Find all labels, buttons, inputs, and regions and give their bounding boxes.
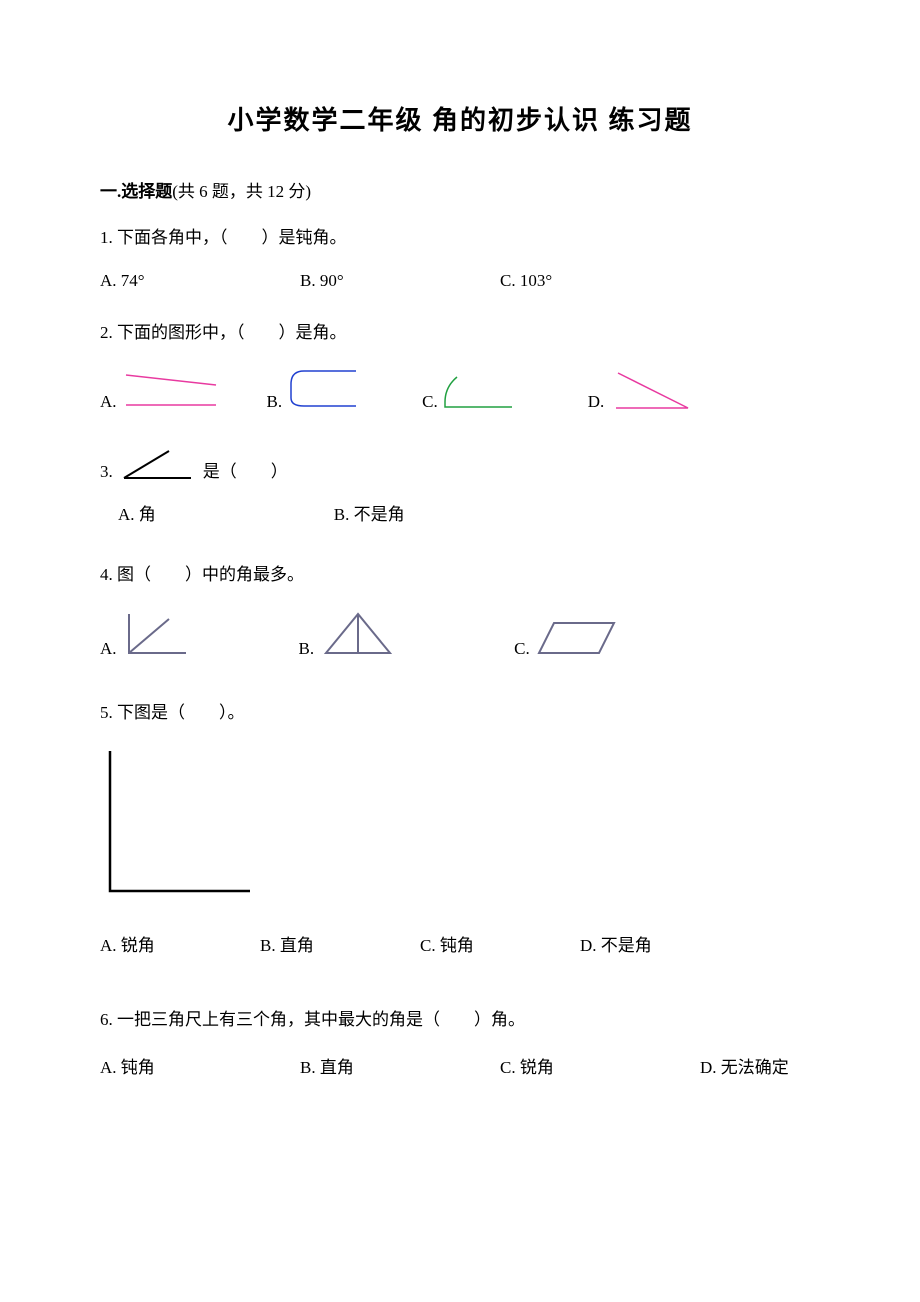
q5-option-a: A. 锐角 [100, 931, 250, 956]
q3-text-after: 是（ ） [203, 457, 288, 482]
q2-figure-c [442, 372, 520, 412]
q1-options: A. 74° B. 90° C. 103° [100, 271, 820, 291]
q2-figure-d [608, 368, 696, 412]
q4-option-c: C. [514, 613, 622, 659]
q4-figure-a [121, 609, 193, 659]
q2-option-a: A. [100, 370, 221, 412]
page-title: 小学数学二年级 角的初步认识 练习题 [100, 100, 820, 137]
q4-a-label: A. [100, 639, 117, 659]
q6-option-a: A. 钝角 [100, 1053, 290, 1078]
q6-options: A. 钝角 B. 直角 C. 锐角 D. 无法确定 [100, 1053, 820, 1078]
q3-figure [119, 446, 197, 482]
q4-c-label: C. [514, 639, 530, 659]
q6-option-d: D. 无法确定 [700, 1053, 789, 1078]
q2-c-label: C. [422, 392, 438, 412]
q5-option-b: B. 直角 [260, 931, 410, 956]
section-label: 一.选择题 [100, 182, 172, 201]
q4-b-label: B. [299, 639, 315, 659]
q6-option-c: C. 锐角 [500, 1053, 690, 1078]
q1-option-b: B. 90° [300, 271, 490, 291]
q5-text: 5. 下图是（ ）。 [100, 699, 820, 726]
q4-figure-c [534, 613, 622, 659]
q5-options: A. 锐角 B. 直角 C. 钝角 D. 不是角 [100, 931, 820, 956]
section-meta: (共 6 题，共 12 分) [172, 182, 311, 201]
q5-figure-wrap [100, 746, 820, 901]
q4-text: 4. 图（ ）中的角最多。 [100, 561, 820, 588]
q3-option-b: B. 不是角 [334, 500, 405, 525]
q2-option-b: B. [267, 366, 365, 412]
q2-option-c: C. [422, 372, 520, 412]
q5-figure [100, 746, 260, 901]
q2-options: A. B. C. D. [100, 366, 820, 412]
q2-d-label: D. [588, 392, 605, 412]
q2-b-label: B. [267, 392, 283, 412]
q6-text: 6. 一把三角尺上有三个角，其中最大的角是（ ）角。 [100, 1006, 820, 1033]
q4-options: A. B. C. [100, 609, 820, 659]
q6-option-b: B. 直角 [300, 1053, 490, 1078]
q5-option-d: D. 不是角 [580, 931, 730, 956]
q4-figure-b [318, 609, 398, 659]
q2-figure-a [121, 370, 221, 412]
q1-option-a: A. 74° [100, 271, 290, 291]
q4-option-b: B. [299, 609, 399, 659]
q5-option-c: C. 钝角 [420, 931, 570, 956]
worksheet-page: 小学数学二年级 角的初步认识 练习题 一.选择题(共 6 题，共 12 分) 1… [0, 0, 920, 1302]
q3-option-a: A. 角 [118, 500, 156, 525]
section-header: 一.选择题(共 6 题，共 12 分) [100, 177, 820, 202]
q3-options: A. 角 B. 不是角 [100, 500, 820, 525]
q1-text: 1. 下面各角中，（ ）是钝角。 [100, 224, 820, 251]
q2-figure-b [286, 366, 364, 412]
q4-option-a: A. [100, 609, 193, 659]
q3-text-before: 3. [100, 462, 113, 482]
q2-option-d: D. [588, 368, 697, 412]
q1-option-c: C. 103° [500, 271, 690, 291]
q3-row: 3. 是（ ） [100, 446, 820, 482]
q2-a-label: A. [100, 392, 117, 412]
q2-text: 2. 下面的图形中，（ ）是角。 [100, 319, 820, 346]
